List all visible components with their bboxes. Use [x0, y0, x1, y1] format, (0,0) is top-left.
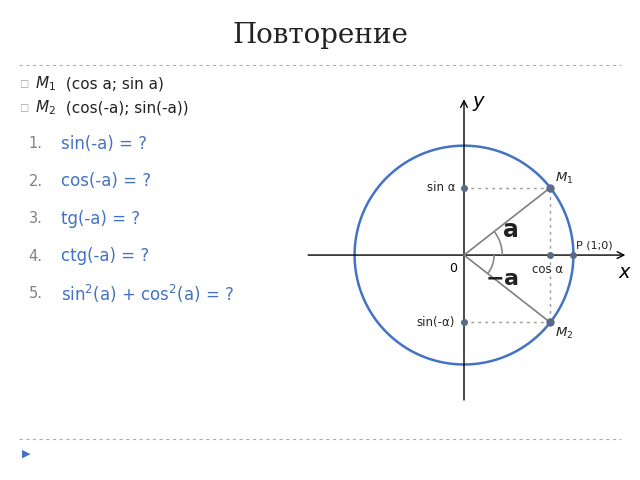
Text: (cos a; sin a): (cos a; sin a)	[61, 76, 164, 92]
Text: $M_2$: $M_2$	[35, 99, 56, 117]
Text: cos(-a) = ?: cos(-a) = ?	[61, 172, 151, 191]
Text: $M_1$: $M_1$	[35, 75, 56, 93]
Text: P (1;0): P (1;0)	[575, 240, 612, 251]
Text: $\it{y}$: $\it{y}$	[472, 94, 486, 113]
Text: ▶: ▶	[22, 449, 31, 458]
Text: □: □	[19, 79, 28, 89]
Text: sin(-α): sin(-α)	[417, 316, 455, 329]
Text: $\it{x}$: $\it{x}$	[618, 264, 632, 282]
Text: sin(-a) = ?: sin(-a) = ?	[61, 135, 147, 153]
Text: 4.: 4.	[29, 249, 43, 264]
Text: 0: 0	[449, 262, 458, 275]
Text: □: □	[19, 103, 28, 113]
Text: 3.: 3.	[29, 211, 43, 227]
Text: cos α: cos α	[532, 263, 564, 276]
Text: sin α: sin α	[427, 181, 455, 194]
Text: $M_1$: $M_1$	[555, 170, 573, 185]
Text: 2.: 2.	[29, 174, 43, 189]
Text: tg(-a) = ?: tg(-a) = ?	[61, 210, 140, 228]
Text: sin$^2$(a) + cos$^2$(a) = ?: sin$^2$(a) + cos$^2$(a) = ?	[61, 283, 234, 305]
Text: $\mathbf{-a}$: $\mathbf{-a}$	[485, 268, 519, 290]
Text: 1.: 1.	[29, 136, 43, 152]
Text: $\mathbf{a}$: $\mathbf{a}$	[502, 219, 518, 242]
Text: ctg(-a) = ?: ctg(-a) = ?	[61, 247, 149, 265]
Text: (cos(-a); sin(-a)): (cos(-a); sin(-a))	[61, 100, 188, 116]
Text: 5.: 5.	[29, 286, 43, 301]
Text: $M_2$: $M_2$	[555, 326, 573, 341]
Text: Повторение: Повторение	[232, 22, 408, 48]
